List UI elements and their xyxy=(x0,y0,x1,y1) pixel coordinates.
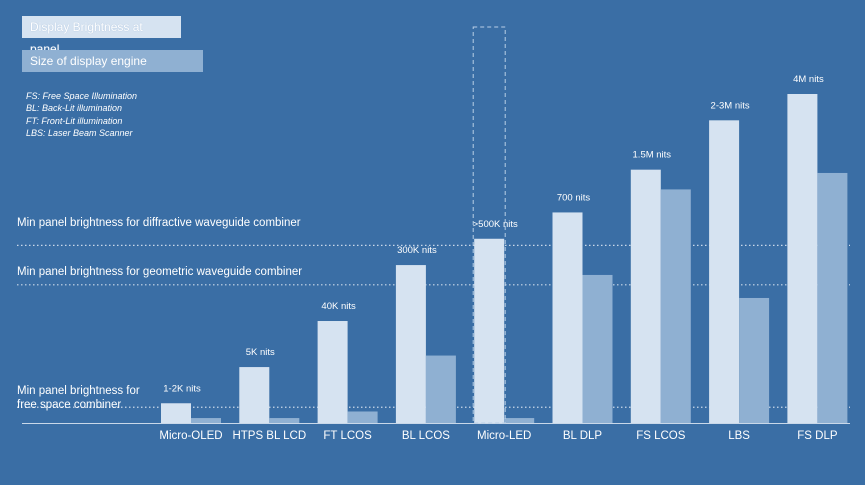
tick-label-4: Micro-LED xyxy=(477,430,531,442)
bar-lbs-s0 xyxy=(709,120,740,423)
bar-bl-dlp-s1 xyxy=(582,274,613,423)
abbr-ft: FT: Front-Lit illumination xyxy=(26,115,123,126)
bar-htps-bl-lcd-s0 xyxy=(239,367,270,423)
threshold-label-free-space: Min panel brightness for free space comb… xyxy=(17,385,140,411)
bar-bl-dlp-s0 xyxy=(552,212,583,423)
highlight-box-micro-led xyxy=(472,26,506,424)
tick-label-1: HTPS BL LCD xyxy=(232,430,306,442)
bar-micro-led-s0 xyxy=(474,238,505,423)
tick-label-7: LBS xyxy=(728,430,750,442)
threshold-label-diffractive: Min panel brightness for diffractive wav… xyxy=(17,217,301,229)
legend-engine-size: Size of display engine xyxy=(22,50,203,72)
bar-bl-lcos-s1 xyxy=(425,355,456,423)
tick-label-2: FT LCOS xyxy=(323,430,372,442)
bar-micro-oled-s1 xyxy=(191,418,221,423)
abbr-lbs: LBS: Laser Beam Scanner xyxy=(26,128,133,139)
data-label-1: 5K nits xyxy=(246,347,275,358)
bar-fs-dlp-s0 xyxy=(787,94,818,423)
threshold-label-geometric: Min panel brightness for geometric waveg… xyxy=(17,266,303,278)
tick-label-5: BL DLP xyxy=(563,430,603,442)
tick-label-6: FS LCOS xyxy=(636,430,686,442)
bar-ft-lcos-s1 xyxy=(347,411,378,423)
bar-fs-lcos-s0 xyxy=(630,169,661,423)
bar-micro-oled-s0 xyxy=(161,403,191,423)
bar-ft-lcos-s0 xyxy=(317,321,348,423)
tick-label-0: Micro-OLED xyxy=(159,430,222,442)
data-label-4: >500K nits xyxy=(473,219,518,230)
bar-htps-bl-lcd-s1 xyxy=(269,418,300,423)
tick-label-3: BL LCOS xyxy=(402,430,450,442)
data-label-7: 2-3M nits xyxy=(711,100,750,111)
tick-label-8: FS DLP xyxy=(797,430,838,442)
bar-micro-led-s1 xyxy=(504,418,535,423)
bar-fs-dlp-s1 xyxy=(817,172,848,423)
data-label-0: 1-2K nits xyxy=(163,383,201,394)
data-label-6: 1.5M nits xyxy=(633,150,672,161)
data-label-2: 40K nits xyxy=(321,301,356,312)
bar-lbs-s1 xyxy=(739,297,770,423)
abbr-fs: FS: Free Space Illumination xyxy=(26,91,138,101)
legend-display-brightness: Display Brightness at panel xyxy=(22,16,181,56)
data-label-8: 4M nits xyxy=(793,74,824,85)
data-label-3: 300K nits xyxy=(397,245,437,256)
abbr-bl: BL: Back-Lit illumination xyxy=(26,103,123,114)
data-label-5: 700 nits xyxy=(557,192,591,203)
abbreviations: FS: Free Space Illumination BL: Back-Lit… xyxy=(26,90,137,140)
bar-bl-lcos-s0 xyxy=(395,265,426,423)
bar-fs-lcos-s1 xyxy=(660,189,691,423)
